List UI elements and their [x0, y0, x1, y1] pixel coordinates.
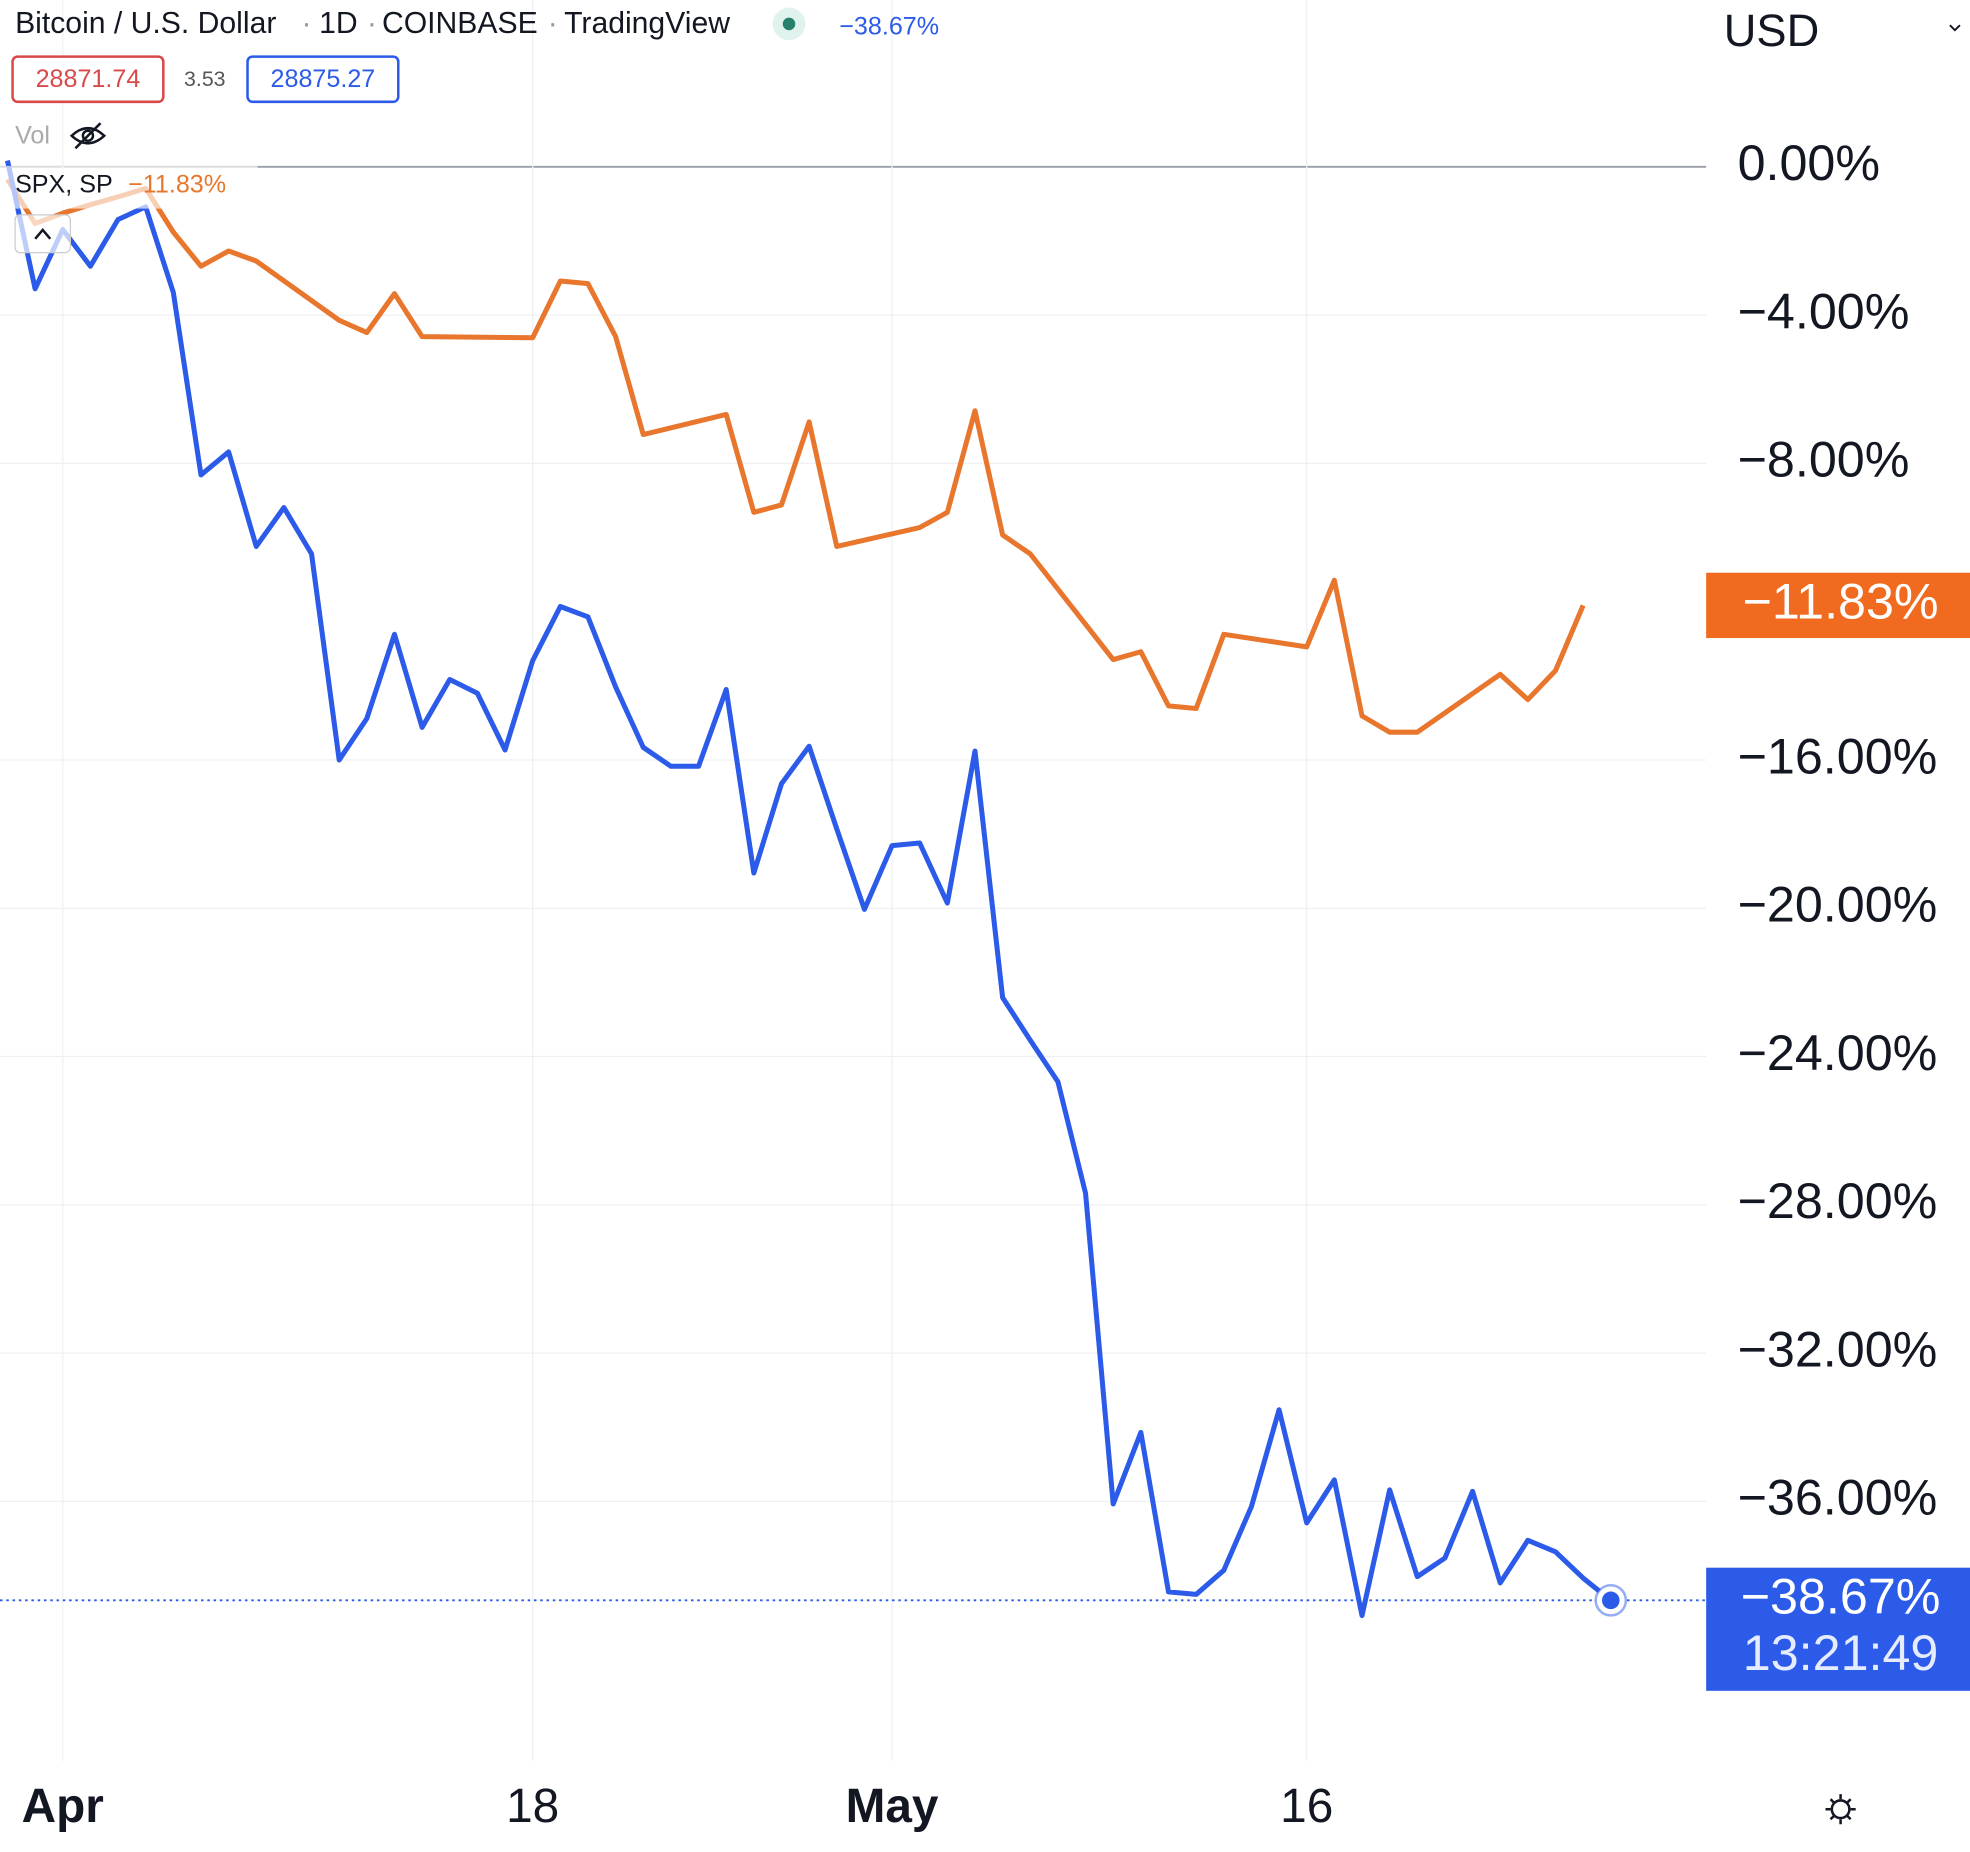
price-badge — [1706, 572, 1970, 639]
y-tick-label: −4.00% — [1738, 283, 1910, 339]
currency-dropdown[interactable] — [1949, 24, 1961, 32]
x-tick-label: 16 — [1280, 1780, 1333, 1833]
series-line — [5, 178, 1586, 735]
y-tick-label: −8.00% — [1738, 432, 1910, 488]
exchange: COINBASE — [382, 7, 538, 40]
y-tick-label: −24.00% — [1738, 1025, 1938, 1081]
eye-pupil — [81, 129, 95, 143]
end-marker — [1601, 1591, 1620, 1610]
y-tick-label: 0.00% — [1738, 135, 1880, 191]
x-tick-label: May — [846, 1780, 939, 1833]
bid: 28871.74 — [36, 65, 141, 93]
series-line — [5, 160, 1613, 1619]
eye-slash — [74, 122, 102, 150]
gear-teeth — [1825, 1794, 1856, 1825]
collapse-button[interactable] — [14, 214, 71, 254]
status-dot — [782, 17, 796, 31]
legend-entry: SPX, SP — [15, 171, 113, 199]
plot — [0, 160, 1707, 1619]
axes: 0.00% −4.00% −8.00% −16.00% −20.00% −24.00% −2… — [22, 135, 1938, 1833]
currency[interactable]: USD — [1724, 5, 1819, 56]
y-tick-label: −20.00% — [1738, 877, 1938, 933]
volume-label: Vol — [15, 122, 50, 150]
ask: 28875.27 — [271, 65, 376, 93]
spread: 3.53 — [184, 67, 226, 91]
x-tick-label: 18 — [506, 1780, 559, 1833]
interval: 1D — [319, 7, 358, 40]
ask-box[interactable] — [246, 55, 400, 104]
y-tick-label: −32.00% — [1738, 1321, 1938, 1377]
price-badge — [1706, 1567, 1970, 1691]
separator: · — [302, 7, 312, 40]
y-tick-label: −36.00% — [1738, 1470, 1938, 1526]
y-tick-label: −28.00% — [1738, 1173, 1938, 1229]
source: TradingView — [564, 7, 730, 40]
price-badge-label: −11.83% — [1743, 574, 1939, 630]
x-tick-label: Apr — [22, 1780, 104, 1833]
symbol-title: Bitcoin / U.S. Dollar — [15, 7, 276, 40]
legend-value: −11.83% — [128, 171, 226, 199]
header: Bitcoin / U.S. Dollar · 1D · COINBASE · … — [11, 7, 939, 150]
countdown: 13:21:49 — [1743, 1625, 1939, 1681]
legend: SPX, SP −11.83% — [0, 165, 258, 254]
collapse-icon — [34, 228, 52, 240]
grid — [0, 0, 1707, 1761]
legend-background — [0, 165, 258, 209]
hide-icon[interactable] — [69, 122, 107, 150]
bid-box[interactable] — [11, 55, 165, 104]
separator: · — [548, 7, 558, 40]
separator: · — [367, 7, 377, 40]
price-badges: −38.67%13:21:49 −11.83% — [1706, 572, 1970, 1691]
gear-center — [1830, 1799, 1851, 1820]
settings-icon[interactable] — [1825, 1794, 1856, 1825]
y-tick-label: −16.00% — [1738, 728, 1938, 784]
price-badge-label: −38.67% — [1741, 1569, 1941, 1625]
header-change: −38.67% — [839, 12, 939, 40]
